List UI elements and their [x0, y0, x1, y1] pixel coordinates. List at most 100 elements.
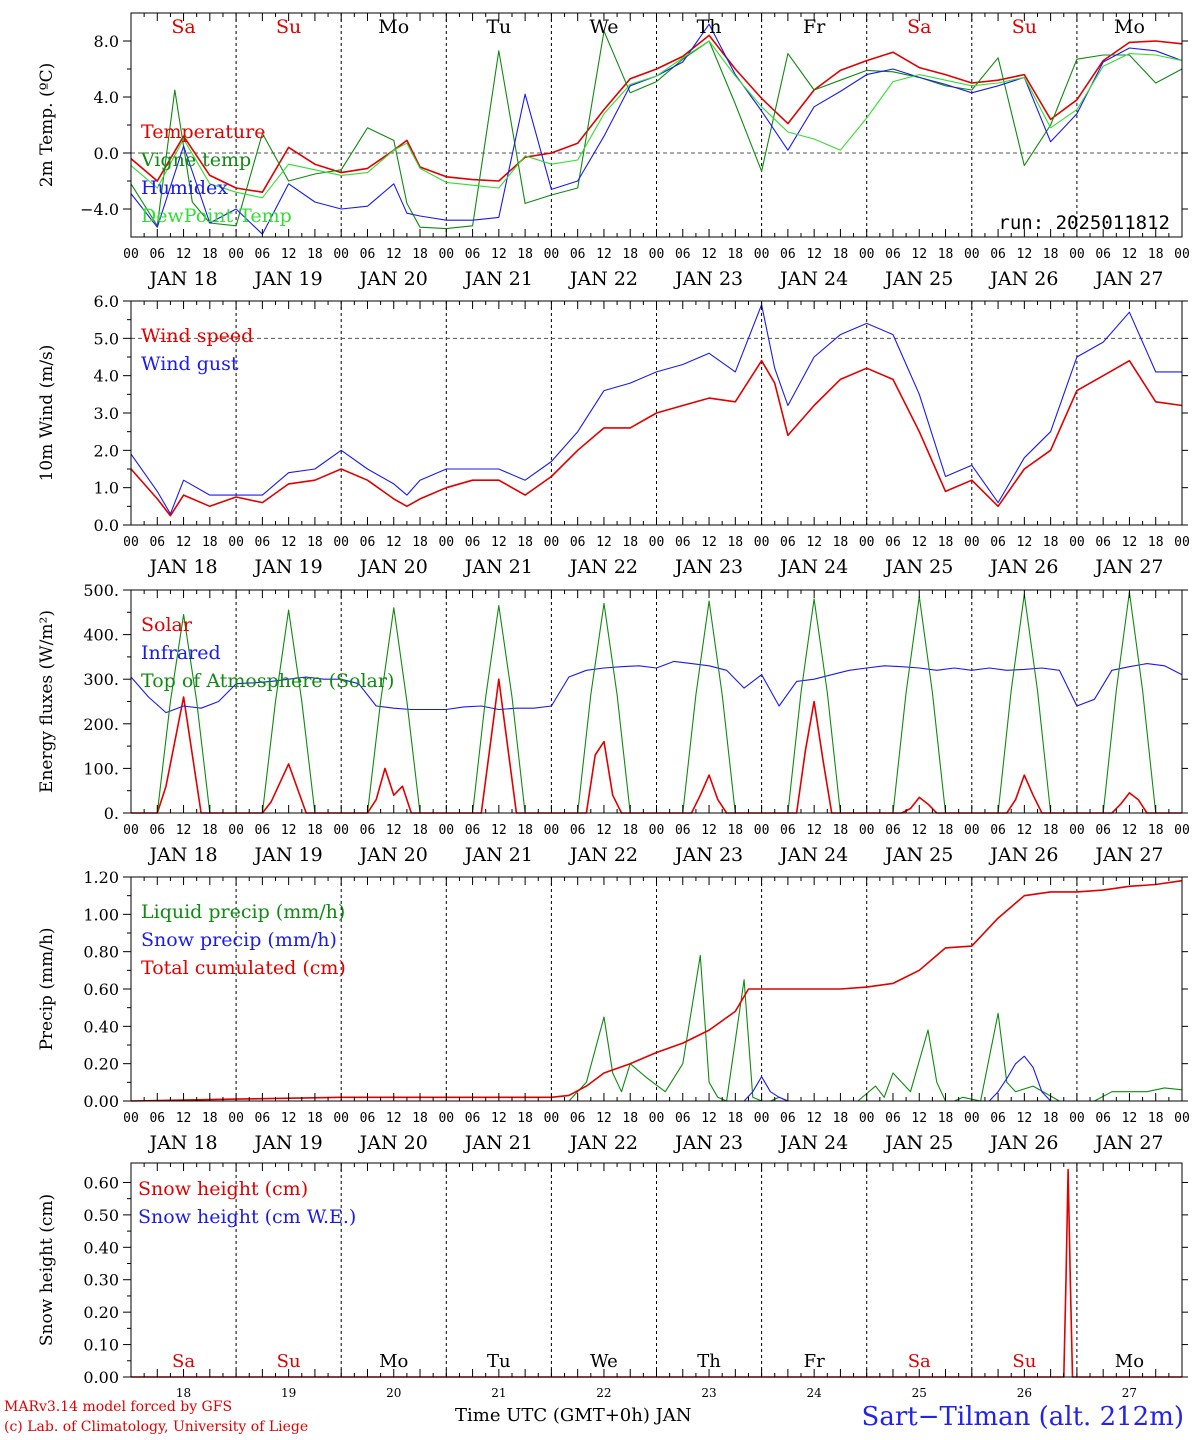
hour-tick-label: 00	[649, 823, 665, 838]
day-label: JAN 19	[253, 1132, 323, 1154]
hour-tick-label: 18	[1043, 535, 1059, 550]
hour-tick-label: 06	[990, 823, 1006, 838]
hour-tick-label: 18	[833, 535, 849, 550]
y-tick-label: 4.0	[94, 88, 119, 107]
y-axis-label: Precip (mm/h)	[37, 927, 57, 1050]
hour-tick-label: 12	[386, 823, 402, 838]
legend-entry: Snow precip (mm/h)	[141, 929, 337, 951]
hour-tick-label: 12	[596, 1111, 612, 1126]
weekday-label: Sa	[907, 16, 931, 38]
hour-tick-label: 00	[964, 1111, 980, 1126]
panel-5: 0.00 0.10 0.20 0.30 0.40 0.50 0.60 Snow height …	[37, 1162, 1188, 1400]
hour-tick-label: 18	[1148, 823, 1164, 838]
weekday-label: Fr	[803, 16, 826, 38]
hour-tick-label: 00	[438, 247, 454, 262]
hour-tick-label: 00	[544, 1111, 560, 1126]
hour-tick-label: 12	[386, 535, 402, 550]
hour-tick-label: 12	[806, 535, 822, 550]
hour-tick-label: 00	[438, 535, 454, 550]
day-label: JAN 21	[463, 556, 533, 578]
hour-tick-label: 06	[360, 535, 376, 550]
y-tick-label: 0.00	[83, 1092, 119, 1111]
hour-tick-label: 12	[806, 1111, 822, 1126]
day-label: JAN 23	[673, 844, 743, 866]
hour-tick-label: 00	[1069, 1111, 1085, 1126]
day-label: JAN 27	[1093, 556, 1163, 578]
legend-entry: Liquid precip (mm/h)	[141, 901, 345, 923]
hour-tick-label: 18	[938, 535, 954, 550]
hour-tick-label: 12	[911, 823, 927, 838]
day-label: JAN 26	[988, 1132, 1058, 1154]
hour-tick-label: 00	[964, 247, 980, 262]
y-tick-label: 1.0	[94, 479, 119, 498]
y-tick-label: 300.	[83, 670, 119, 689]
series-top-of-atmosphere-solar-	[131, 591, 1182, 814]
panel-4: 0.00 0.20 0.40 0.60 0.80 1.00 1.20 Precip (mm/h…	[37, 868, 1190, 1154]
day-number-label: 26	[1017, 1386, 1032, 1400]
legend-entry: Wind gust	[141, 353, 239, 375]
y-tick-label: 3.0	[94, 404, 119, 423]
series-vigne-temp	[130, 30, 1183, 230]
hour-tick-label: 18	[1043, 823, 1059, 838]
hour-tick-label: 00	[544, 823, 560, 838]
day-label: JAN 23	[673, 556, 743, 578]
y-tick-label: 6.0	[94, 292, 119, 311]
series-wind-speed	[130, 359, 1183, 517]
legend-entry: Vigne temp	[140, 149, 251, 171]
hour-tick-label: 06	[255, 535, 271, 550]
hour-tick-label: 12	[911, 247, 927, 262]
hour-tick-label: 06	[149, 823, 165, 838]
hour-tick-label: 12	[491, 247, 507, 262]
hour-tick-label: 12	[596, 823, 612, 838]
legend-entry: Humidex	[141, 177, 228, 199]
hour-tick-label: 12	[701, 535, 717, 550]
hour-tick-label: 00	[123, 247, 139, 262]
legend-entry: Wind speed	[141, 325, 253, 347]
hour-tick-label: 18	[517, 1111, 533, 1126]
hour-tick-label: 18	[622, 247, 638, 262]
hour-tick-label: 12	[281, 247, 297, 262]
hour-tick-label: 18	[622, 823, 638, 838]
hour-tick-label: 12	[281, 1111, 297, 1126]
weekday-label: Mo	[1115, 1351, 1144, 1372]
hour-tick-label: 06	[990, 535, 1006, 550]
hour-tick-label: 06	[255, 823, 271, 838]
plot-frame	[130, 12, 1183, 238]
y-tick-label: 0.30	[83, 1271, 119, 1290]
weekday-label: Su	[277, 1351, 301, 1372]
hour-tick-label: 18	[202, 535, 218, 550]
hour-tick-label: 00	[649, 247, 665, 262]
day-label: JAN 18	[147, 268, 217, 290]
hour-tick-label: 00	[754, 823, 770, 838]
hour-tick-label: 12	[596, 247, 612, 262]
hour-tick-label: 18	[727, 247, 743, 262]
y-tick-label: 100.	[83, 759, 119, 778]
y-tick-label: 8.0	[94, 32, 119, 51]
hour-tick-label: 00	[649, 1111, 665, 1126]
hour-tick-label: 18	[1148, 535, 1164, 550]
hour-tick-label: 12	[281, 535, 297, 550]
weekday-label: Tu	[486, 16, 511, 38]
day-number-label: 27	[1122, 1386, 1137, 1400]
day-label: JAN 19	[253, 268, 323, 290]
hour-tick-label: 06	[149, 1111, 165, 1126]
day-label: JAN 24	[778, 556, 848, 578]
day-label: JAN 20	[358, 844, 428, 866]
hour-tick-label: 00	[1069, 247, 1085, 262]
day-label: JAN 23	[673, 1132, 743, 1154]
hour-tick-label: 12	[176, 823, 192, 838]
weekday-label: Su	[1012, 1351, 1036, 1372]
hour-tick-label: 06	[465, 535, 481, 550]
y-axis-label: 10m Wind (m/s)	[37, 345, 57, 482]
hour-tick-label: 00	[228, 535, 244, 550]
day-label: JAN 24	[778, 268, 848, 290]
hour-tick-label: 00	[1174, 535, 1190, 550]
station-title: Sart−Tilman (alt. 212m)	[861, 1402, 1184, 1432]
day-label: JAN 26	[988, 556, 1058, 578]
hour-tick-label: 06	[675, 535, 691, 550]
day-label: JAN 19	[253, 844, 323, 866]
hour-tick-label: 12	[1122, 535, 1138, 550]
hour-tick-label: 18	[517, 247, 533, 262]
y-tick-label: 500.	[83, 581, 119, 600]
